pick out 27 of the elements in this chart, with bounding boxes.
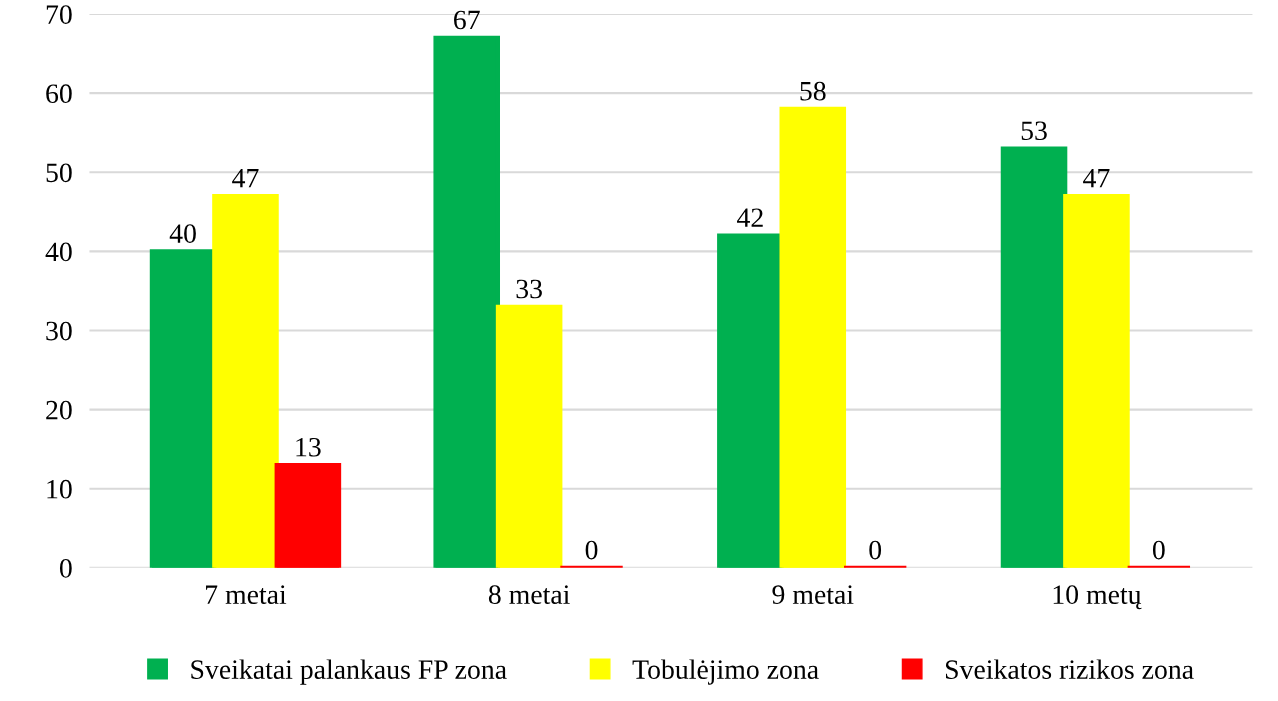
- data-label: 0: [869, 540, 882, 560]
- y-tick-label: 0: [59, 558, 72, 578]
- x-tick-label: 9 metai: [772, 585, 854, 605]
- data-label: 40: [169, 224, 196, 243]
- x-tick-label: 10 metų: [1053, 585, 1142, 610]
- y-tick-label: 50: [46, 163, 72, 183]
- legend-label: Sveikatos rizikos zona: [945, 659, 1194, 679]
- data-label: 47: [1083, 169, 1110, 188]
- data-label: 33: [516, 279, 542, 299]
- x-tick-label: 8 metai: [488, 585, 570, 605]
- y-tick-label: 20: [46, 400, 72, 420]
- y-tick-label: 10: [47, 479, 72, 499]
- x-tick-label: 7 metai: [206, 585, 287, 605]
- data-label: 0: [1152, 540, 1165, 560]
- y-tick-label: 30: [46, 321, 72, 341]
- y-tick-label: 60: [46, 84, 72, 104]
- y-tick-label: 70: [46, 5, 72, 24]
- legend-label: Tobulėjimo zona: [632, 659, 819, 685]
- data-label: 53: [1021, 121, 1047, 141]
- data-label: 67: [454, 10, 480, 30]
- data-label: 13: [296, 437, 321, 457]
- data-label: 0: [585, 540, 598, 560]
- data-label: 42: [737, 208, 763, 227]
- y-tick-label: 40: [45, 242, 72, 262]
- data-label: 47: [232, 169, 259, 188]
- legend-label: Sveikatai palankaus FP zona: [191, 659, 507, 685]
- data-label: 58: [800, 81, 826, 101]
